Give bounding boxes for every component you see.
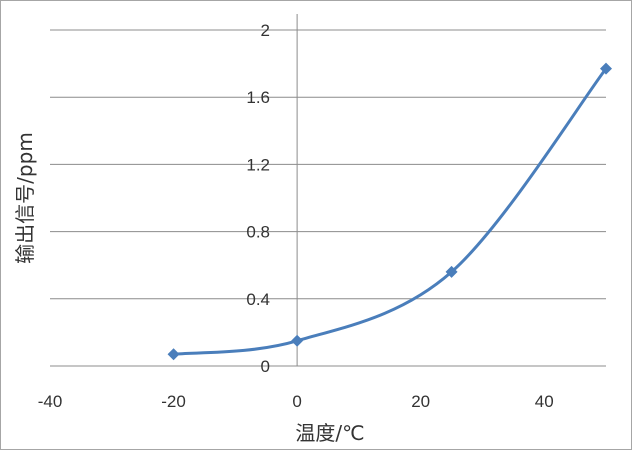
data-point-marker (600, 62, 612, 75)
x-axis-title: 温度/℃ (295, 421, 364, 445)
y-tick-label: 2 (261, 21, 270, 40)
x-tick-label: 0 (292, 392, 301, 411)
y-axis-title: 输出信号/ppm (13, 132, 37, 264)
x-tick-label: -20 (161, 392, 186, 411)
x-tick-labels: -40 -20 0 20 40 (38, 392, 554, 411)
y-tick-label: 1.6 (246, 88, 270, 107)
series-line (173, 67, 608, 356)
x-tick-label: 40 (535, 392, 554, 411)
y-tick-labels: 0 0.4 0.8 1.2 1.6 2 (246, 21, 270, 376)
y-tick-label: 0.4 (246, 290, 270, 309)
data-point-marker (167, 348, 180, 361)
data-point-marker (445, 265, 458, 278)
x-tick-label: 20 (411, 392, 430, 411)
series-group (167, 62, 612, 361)
gridlines (50, 29, 606, 367)
data-point-marker (291, 334, 304, 347)
y-tick-label: 0 (261, 357, 270, 376)
y-tick-label: 1.2 (246, 155, 270, 174)
x-tick-label: -40 (38, 392, 63, 411)
y-tick-label: 0.8 (246, 223, 270, 242)
